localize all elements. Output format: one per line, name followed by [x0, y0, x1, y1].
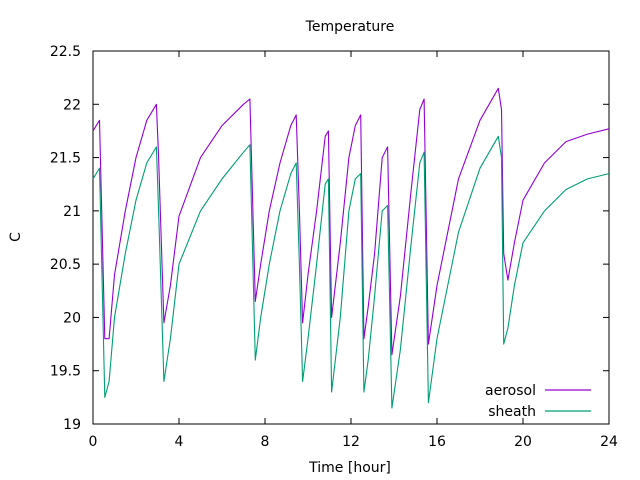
legend-label-aerosol: aerosol [485, 383, 536, 399]
x-tick-label: 0 [89, 434, 98, 450]
y-tick-label: 20 [63, 310, 81, 326]
y-tick-label: 22 [63, 97, 81, 113]
y-tick-label: 19 [63, 417, 81, 433]
x-tick-label: 4 [175, 434, 184, 450]
series-line-sheath [92, 135, 610, 409]
x-tick-label: 8 [261, 434, 270, 450]
y-axis-label: C [8, 232, 24, 242]
x-tick-label: 12 [342, 434, 360, 450]
x-axis-label: Time [hour] [308, 460, 391, 476]
plot-area [92, 50, 610, 425]
y-tick-label: 19.5 [50, 364, 81, 380]
legend: aerosol sheath [485, 383, 591, 420]
x-tick-label: 20 [514, 434, 532, 450]
series-line-aerosol [92, 87, 610, 356]
x-tick-label: 16 [428, 434, 446, 450]
plot-border [92, 50, 610, 425]
x-tick-label: 24 [600, 434, 618, 450]
series-group [92, 87, 610, 409]
y-tick-label: 22.5 [50, 44, 81, 60]
legend-label-sheath: sheath [488, 404, 536, 420]
y-tick-label: 21.5 [50, 151, 81, 167]
axis-ticks: 0 4 8 12 16 20 24 19 19.5 20 20.5 21 21.5 22 22.5 [50, 44, 618, 450]
y-tick-label: 20.5 [50, 257, 81, 273]
y-tick-label: 21 [63, 204, 81, 220]
chart-title: Temperature [305, 19, 395, 35]
